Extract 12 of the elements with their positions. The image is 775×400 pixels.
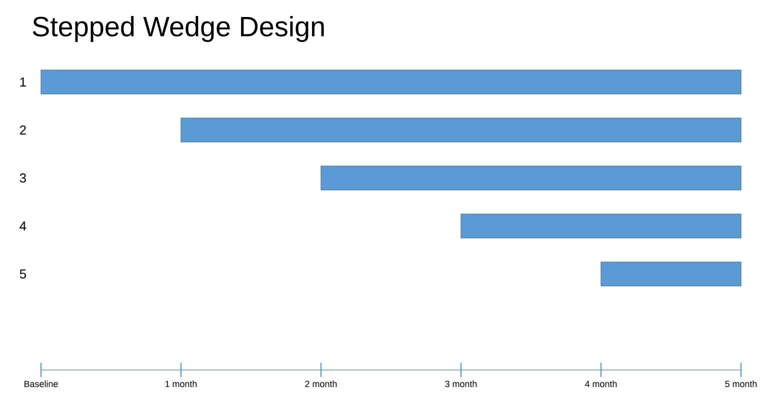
- x-tick-label: 4 month: [585, 380, 617, 388]
- x-tick-label: 5 month: [725, 380, 757, 388]
- y-tick-label: 4: [20, 222, 26, 230]
- x-tick-label: 1 month: [165, 380, 197, 388]
- x-tick-label: 3 month: [445, 380, 477, 388]
- x-tick-label: 2 month: [305, 380, 337, 388]
- x-tick-label: Baseline: [24, 380, 58, 388]
- y-tick-label: 2: [20, 125, 26, 135]
- y-tick-label: 5: [20, 269, 26, 279]
- y-tick-label: 1: [20, 78, 26, 86]
- y-tick-label: 3: [20, 173, 26, 183]
- chart-title: Stepped Wedge Design: [32, 16, 324, 42]
